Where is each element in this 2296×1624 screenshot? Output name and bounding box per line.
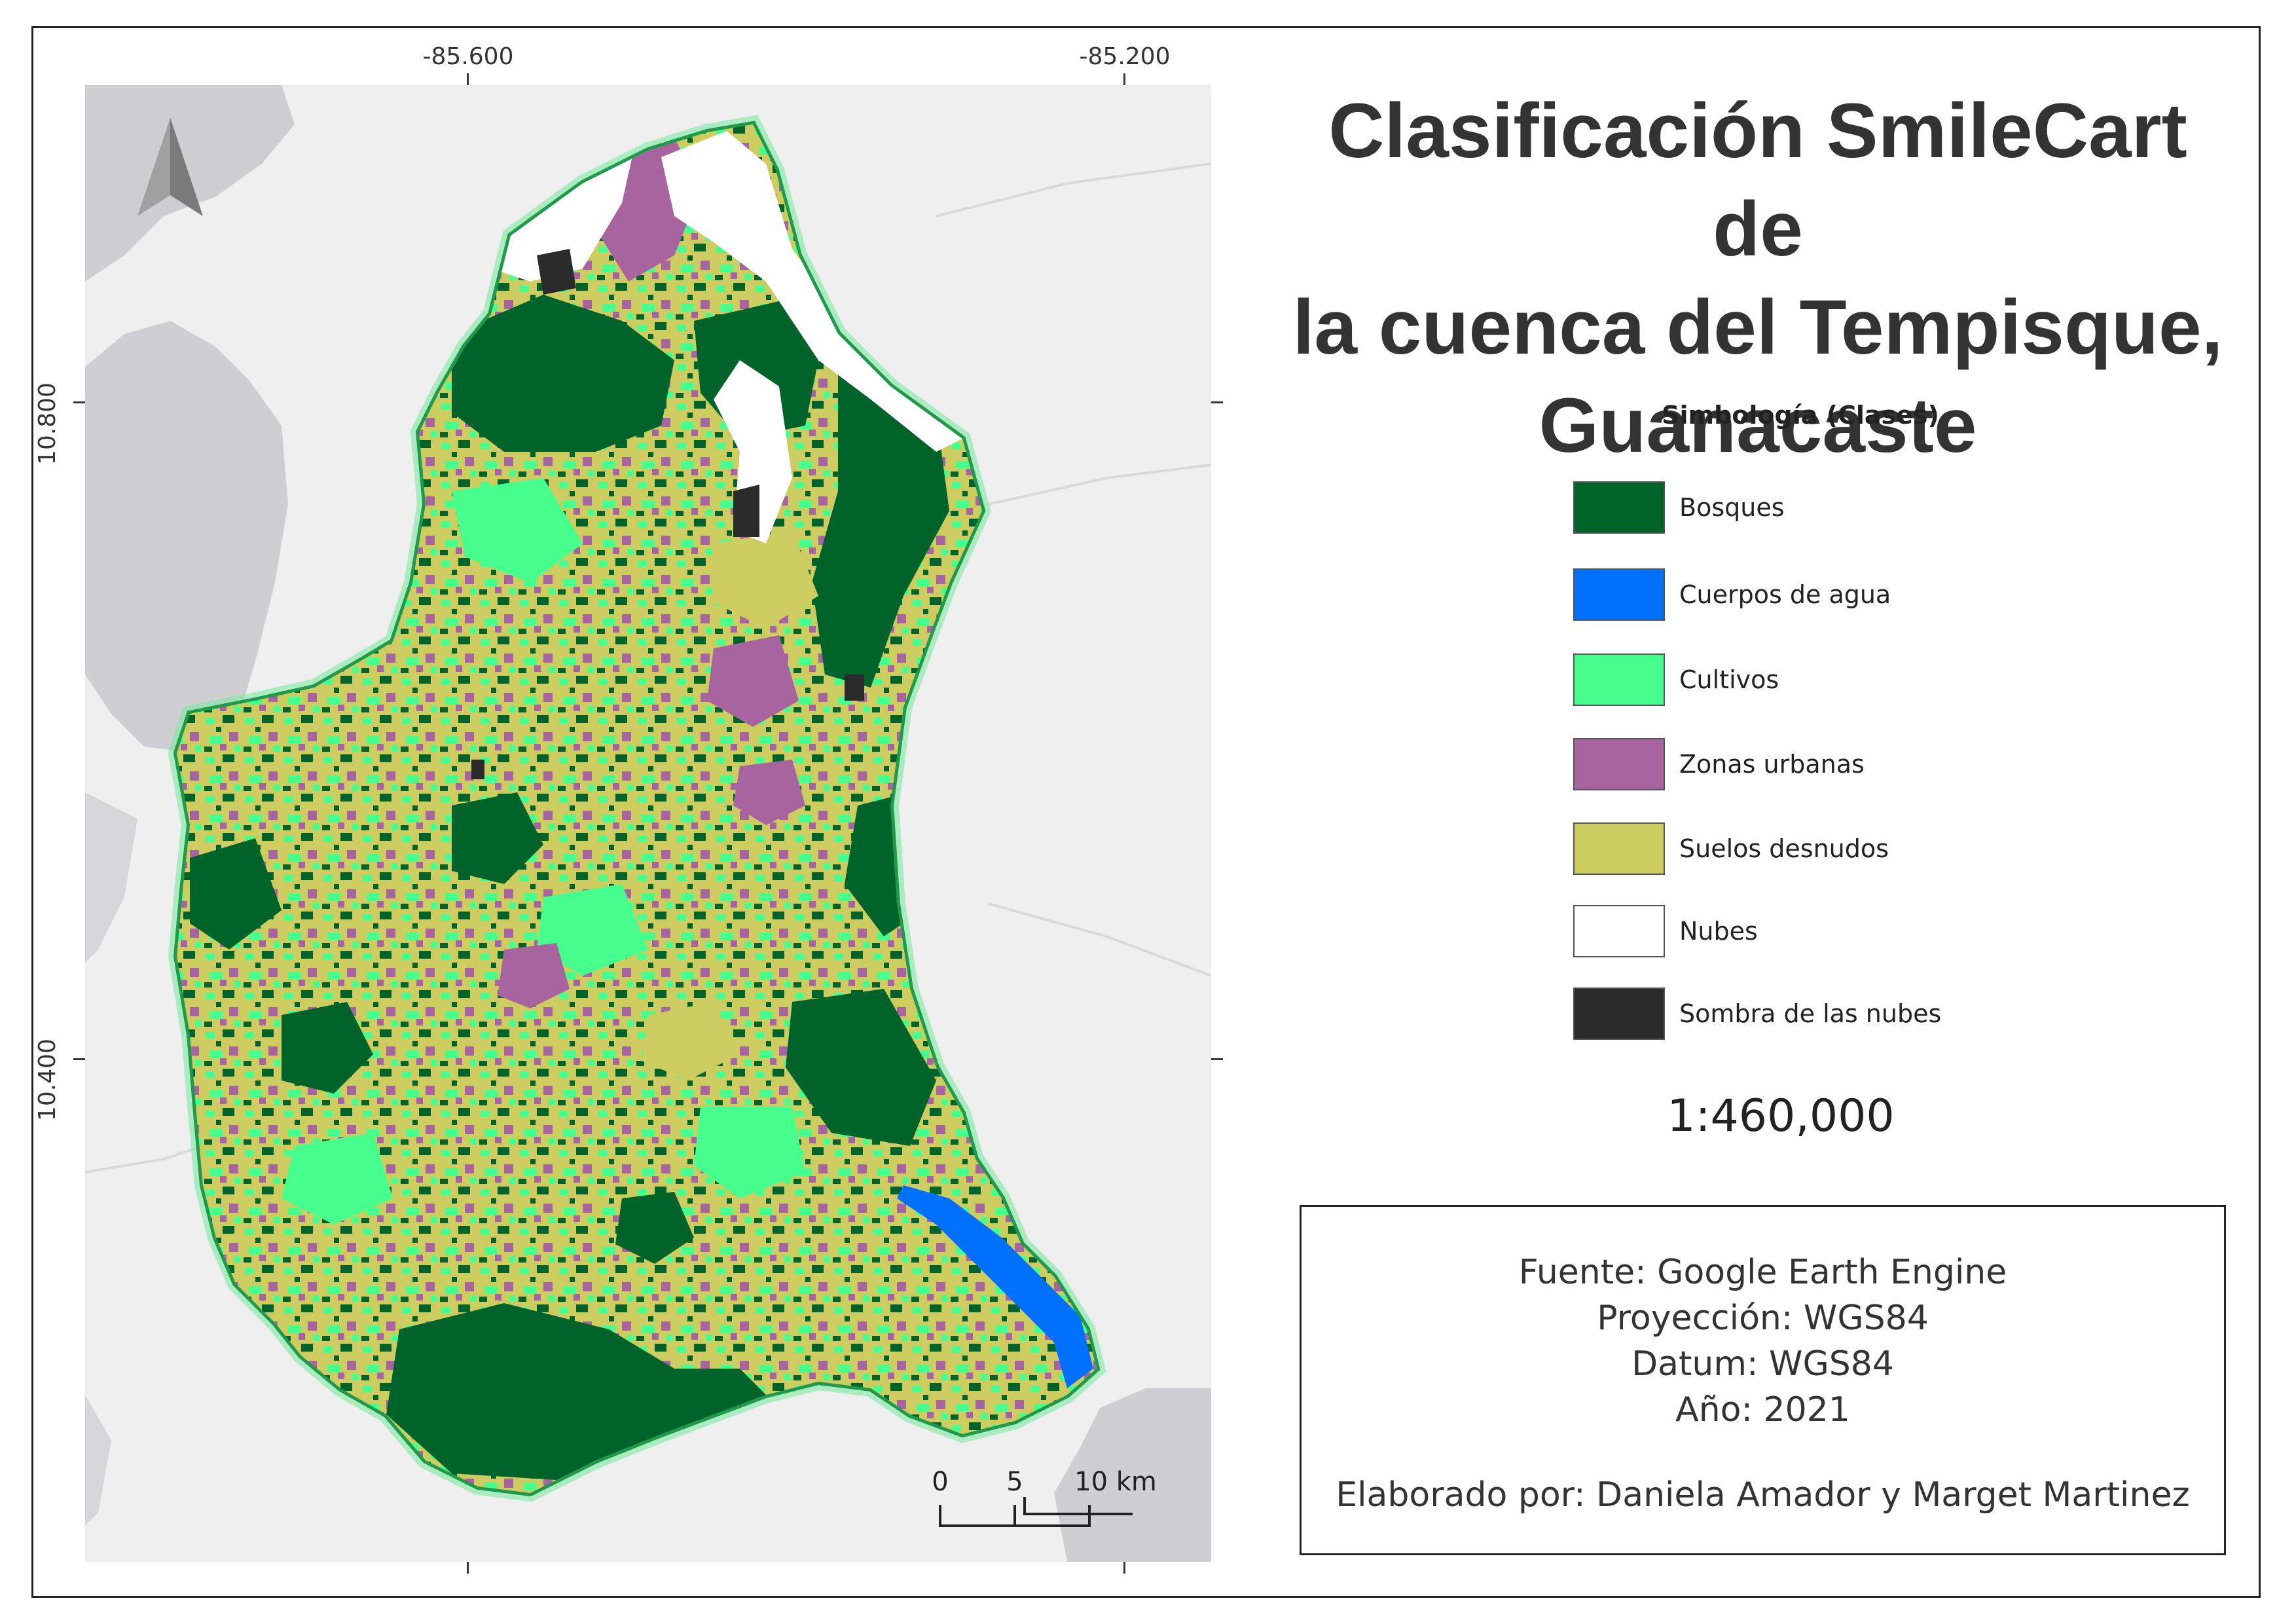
legend-swatch-zonas-urbanas xyxy=(1573,738,1665,790)
legend-item-zonas-urbanas: Zonas urbanas xyxy=(1573,738,2162,792)
longitude-label-west: -85.600 xyxy=(422,43,514,70)
info-box: Fuente: Google Earth Engine Proyección: … xyxy=(1300,1205,2226,1555)
map-frame xyxy=(31,26,2261,1598)
legend-item-nubes: Nubes xyxy=(1573,905,2162,959)
legend-label-bosques: Bosques xyxy=(1679,493,1785,522)
legend-label-sombra-de-las-nubes: Sombra de las nubes xyxy=(1679,999,1942,1028)
legend-label-cultivos: Cultivos xyxy=(1679,665,1779,694)
map-title-line-2: la cuenca del Tempisque, xyxy=(1292,284,2223,371)
legend-swatch-nubes xyxy=(1573,905,1665,957)
map-canvas[interactable] xyxy=(85,85,1211,1562)
legend-item-sombra-de-las-nubes: Sombra de las nubes xyxy=(1573,987,2162,1041)
map-title: Clasificación SmileCart de la cuenca del… xyxy=(1277,82,2239,475)
scale-bar-label-10km: 10 km xyxy=(1074,1467,1157,1497)
info-year: Año: 2021 xyxy=(1675,1390,1850,1430)
info-lines: Fuente: Google Earth Engine Proyección: … xyxy=(1302,1249,2224,1433)
info-datum: Datum: WGS84 xyxy=(1631,1344,1894,1384)
tick-right-north xyxy=(1211,401,1223,403)
tick-top-east xyxy=(1123,73,1125,85)
legend-label-zonas-urbanas: Zonas urbanas xyxy=(1679,750,1865,779)
map-title-line-3: Guanacaste xyxy=(1539,382,1977,469)
legend-item-bosques: Bosques xyxy=(1573,481,2162,535)
north-arrow-icon xyxy=(137,118,203,216)
info-source: Fuente: Google Earth Engine xyxy=(1518,1253,2007,1292)
legend-label-nubes: Nubes xyxy=(1679,917,1758,946)
tick-bottom-east xyxy=(1123,1562,1125,1574)
scale-bar-lines xyxy=(939,1505,1091,1527)
scale-ratio: 1:460,000 xyxy=(1667,1090,1895,1142)
latitude-label-south: 10.400 xyxy=(34,1039,61,1121)
legend-swatch-bosques xyxy=(1573,481,1665,534)
tick-left-north xyxy=(73,401,85,403)
map-area[interactable] xyxy=(85,85,1211,1562)
longitude-label-east: -85.200 xyxy=(1079,43,1171,70)
legend-swatch-sombra-de-las-nubes xyxy=(1573,987,1665,1040)
scale-bar-label-0: 0 xyxy=(932,1467,949,1497)
map-title-line-1: Clasificación SmileCart de xyxy=(1328,88,2187,272)
legend-item-cuerpos-de-agua: Cuerpos de agua xyxy=(1573,568,2162,622)
legend-title: Simbología (Clases) xyxy=(1662,401,1939,430)
info-projection: Proyección: WGS84 xyxy=(1597,1299,1929,1338)
info-author: Elaborado por: Daniela Amador y Marget M… xyxy=(1336,1475,2190,1515)
latitude-label-north: 10.800 xyxy=(34,382,61,465)
legend-label-suelos-desnudos: Suelos desnudos xyxy=(1679,834,1889,863)
tick-left-south xyxy=(73,1058,85,1060)
legend-swatch-cultivos xyxy=(1573,654,1665,706)
tick-bottom-west xyxy=(467,1562,469,1574)
scale-bar-label-5: 5 xyxy=(1006,1467,1023,1497)
tick-top-west xyxy=(467,73,469,85)
scale-bar xyxy=(1023,1497,1133,1515)
legend-item-cultivos: Cultivos xyxy=(1573,654,2162,707)
legend-label-cuerpos-de-agua: Cuerpos de agua xyxy=(1679,580,1891,609)
legend-swatch-suelos-desnudos xyxy=(1573,822,1665,875)
legend-swatch-cuerpos-de-agua xyxy=(1573,568,1665,621)
tick-right-south xyxy=(1211,1058,1223,1060)
legend-item-suelos-desnudos: Suelos desnudos xyxy=(1573,822,2162,876)
